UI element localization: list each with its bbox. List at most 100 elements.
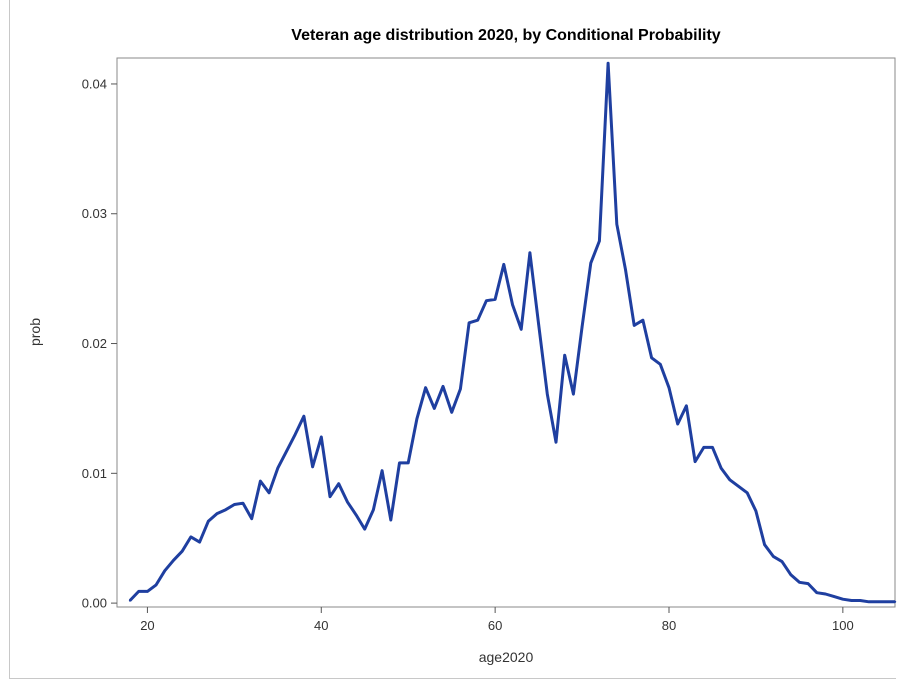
data-point (216, 512, 218, 514)
data-point (251, 518, 253, 520)
data-point (746, 492, 748, 494)
data-point (859, 599, 861, 601)
data-point (737, 485, 739, 487)
data-point (259, 480, 261, 482)
x-tick-label: 60 (488, 618, 502, 633)
data-point (459, 388, 461, 390)
data-point (642, 319, 644, 321)
data-point (772, 555, 774, 557)
y-tick-label: 0.00 (82, 596, 107, 611)
x-tick-label: 80 (662, 618, 676, 633)
data-point (372, 508, 374, 510)
x-axis: 20 40 60 80 100 (140, 607, 854, 633)
x-tick-label: 20 (140, 618, 154, 633)
data-point (720, 467, 722, 469)
data-points (129, 62, 896, 603)
x-tick-label: 100 (832, 618, 854, 633)
y-axis-label: prob (27, 318, 43, 346)
chart-title: Veteran age distribution 2020, by Condit… (291, 27, 721, 44)
data-point (676, 423, 678, 425)
data-point (729, 479, 731, 481)
y-tick-label: 0.02 (82, 336, 107, 351)
y-axis: 0.00 0.01 0.02 0.03 0.04 (82, 76, 117, 610)
y-tick-label: 0.04 (82, 76, 107, 91)
data-point (242, 502, 244, 504)
data-point (685, 405, 687, 407)
data-point (650, 357, 652, 359)
data-point (598, 240, 600, 242)
data-point (520, 328, 522, 330)
data-point (529, 251, 531, 253)
data-point (816, 592, 818, 594)
data-point (294, 433, 296, 435)
data-point (303, 415, 305, 417)
data-point (172, 559, 174, 561)
data-point (798, 581, 800, 583)
data-point (624, 268, 626, 270)
data-point (590, 262, 592, 264)
data-point (398, 462, 400, 464)
data-point (138, 590, 140, 592)
data-point (755, 510, 757, 512)
data-point (842, 598, 844, 600)
data-point (233, 503, 235, 505)
data-point (277, 467, 279, 469)
data-point (390, 519, 392, 521)
data-point (320, 436, 322, 438)
data-point (711, 446, 713, 448)
data-point (868, 601, 870, 603)
data-point (833, 595, 835, 597)
data-point (485, 300, 487, 302)
data-point (477, 319, 479, 321)
data-point (424, 386, 426, 388)
data-point (407, 462, 409, 464)
data-point (789, 573, 791, 575)
data-point (824, 593, 826, 595)
data-point (381, 470, 383, 472)
series-line (130, 63, 895, 602)
data-point (885, 601, 887, 603)
data-point (329, 495, 331, 497)
data-point (164, 569, 166, 571)
data-point (607, 62, 609, 64)
data-point (129, 599, 131, 601)
data-point (311, 466, 313, 468)
x-axis-label: age2020 (479, 649, 534, 665)
data-point (555, 441, 557, 443)
data-point (285, 450, 287, 452)
data-point (659, 363, 661, 365)
data-point (703, 446, 705, 448)
data-point (468, 322, 470, 324)
data-point (181, 550, 183, 552)
data-point (268, 492, 270, 494)
data-point (616, 223, 618, 225)
data-point (503, 263, 505, 265)
data-point (537, 323, 539, 325)
data-point (633, 324, 635, 326)
x-tick-label: 40 (314, 618, 328, 633)
data-point (190, 536, 192, 538)
data-point (781, 560, 783, 562)
data-point (511, 303, 513, 305)
data-point (494, 298, 496, 300)
data-point (355, 514, 357, 516)
y-tick-label: 0.03 (82, 206, 107, 221)
data-point (572, 393, 574, 395)
y-tick-label: 0.01 (82, 466, 107, 481)
data-point (146, 590, 148, 592)
data-point (694, 460, 696, 462)
data-point (876, 601, 878, 603)
data-point (224, 508, 226, 510)
data-point (450, 411, 452, 413)
data-point (433, 407, 435, 409)
data-point (416, 418, 418, 420)
data-point (442, 385, 444, 387)
data-point (207, 520, 209, 522)
data-point (763, 544, 765, 546)
data-point (364, 528, 366, 530)
data-point (807, 582, 809, 584)
data-point (346, 501, 348, 503)
data-point (198, 541, 200, 543)
data-point (563, 354, 565, 356)
